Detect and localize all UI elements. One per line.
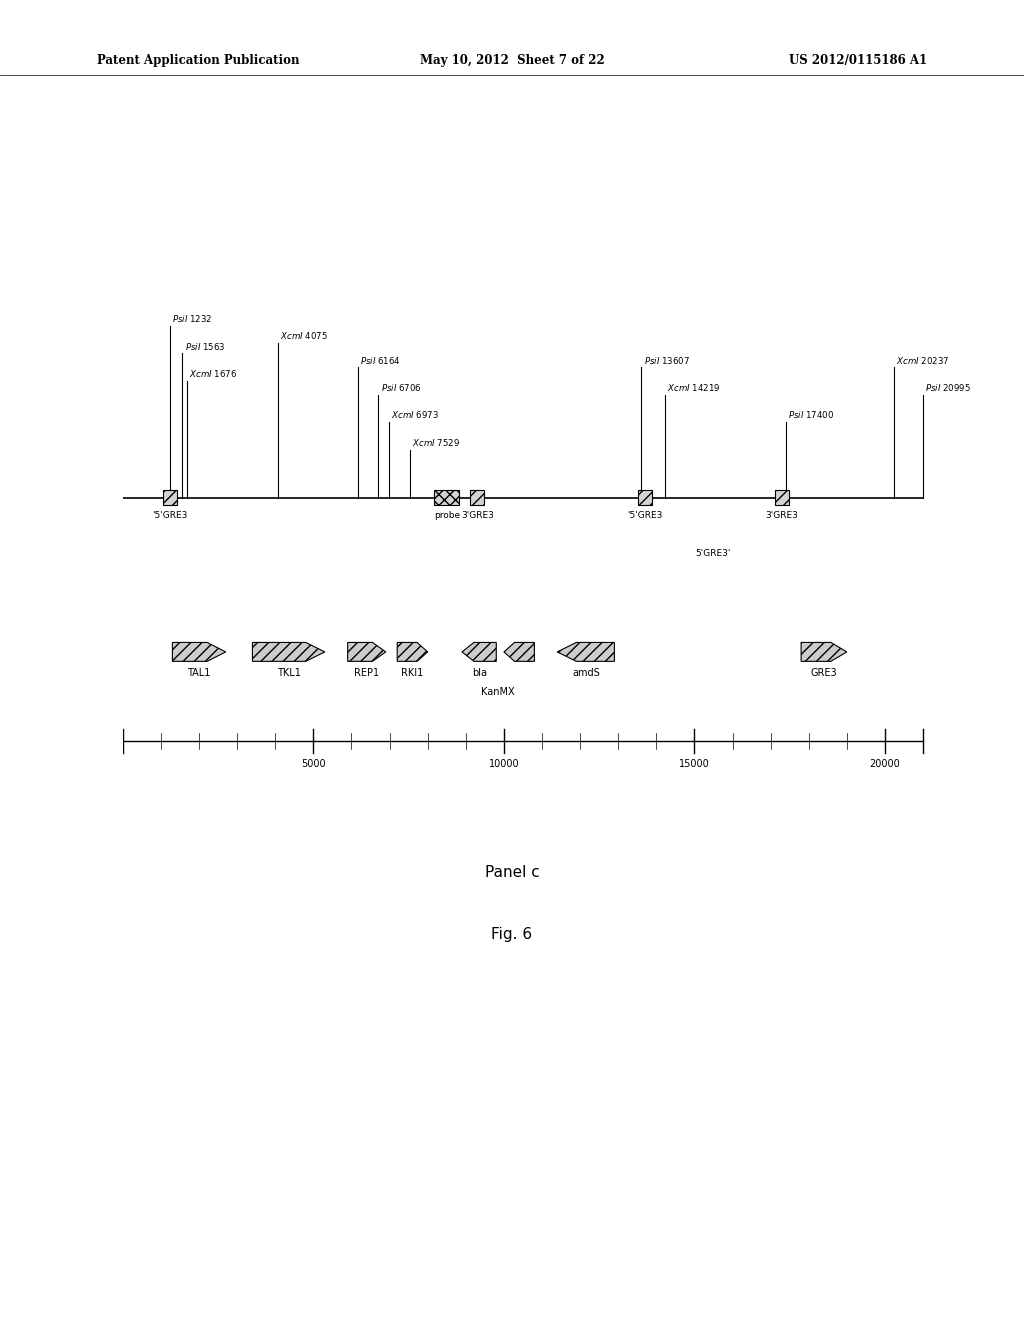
Polygon shape <box>348 643 386 661</box>
Bar <box>434 490 459 506</box>
Text: '5'GRE3: '5'GRE3 <box>153 511 187 520</box>
Polygon shape <box>504 643 535 661</box>
Text: '5'GRE3: '5'GRE3 <box>627 511 663 520</box>
Text: $\it{XcmI}$ 1676: $\it{XcmI}$ 1676 <box>189 368 238 379</box>
Text: $\it{PsiI}$ 1563: $\it{PsiI}$ 1563 <box>184 341 225 351</box>
Text: $\it{PsiI}$ 6164: $\it{PsiI}$ 6164 <box>360 355 400 366</box>
Polygon shape <box>253 643 325 661</box>
Bar <box>470 490 484 506</box>
Text: Panel c: Panel c <box>484 865 540 879</box>
Text: $\it{PsiI}$ 17400: $\it{PsiI}$ 17400 <box>788 409 835 420</box>
Text: bla: bla <box>472 668 486 678</box>
Text: Patent Application Publication: Patent Application Publication <box>97 54 300 67</box>
Polygon shape <box>462 643 497 661</box>
Text: probe: probe <box>434 511 460 520</box>
Text: $\it{PsiI}$ 13607: $\it{PsiI}$ 13607 <box>644 355 690 366</box>
Polygon shape <box>172 643 225 661</box>
Text: TAL1: TAL1 <box>187 668 211 678</box>
Text: GRE3: GRE3 <box>811 668 838 678</box>
Text: $\it{XcmI}$ 4075: $\it{XcmI}$ 4075 <box>281 330 329 342</box>
Text: Fig. 6: Fig. 6 <box>492 927 532 941</box>
Text: $\it{XcmI}$ 14219: $\it{XcmI}$ 14219 <box>667 381 721 393</box>
Text: $\it{XcmI}$ 20237: $\it{XcmI}$ 20237 <box>896 355 949 366</box>
Text: 3'GRE3: 3'GRE3 <box>766 511 799 520</box>
Text: May 10, 2012  Sheet 7 of 22: May 10, 2012 Sheet 7 of 22 <box>420 54 604 67</box>
Text: 3'GRE3: 3'GRE3 <box>461 511 494 520</box>
Text: US 2012/0115186 A1: US 2012/0115186 A1 <box>788 54 927 67</box>
Polygon shape <box>801 643 847 661</box>
Bar <box>163 490 177 506</box>
Text: $\it{PsiI}$ 1232: $\it{PsiI}$ 1232 <box>172 313 213 325</box>
Text: KanMX: KanMX <box>481 686 515 697</box>
Text: 10000: 10000 <box>488 759 519 768</box>
Text: 5000: 5000 <box>301 759 326 768</box>
Text: 5'GRE3': 5'GRE3' <box>695 549 731 558</box>
Text: $\it{PsiI}$ 20995: $\it{PsiI}$ 20995 <box>925 381 971 393</box>
Text: $\it{PsiI}$ 6706: $\it{PsiI}$ 6706 <box>381 381 422 393</box>
Text: amdS: amdS <box>572 668 600 678</box>
Bar <box>775 490 790 506</box>
Text: RKI1: RKI1 <box>401 668 424 678</box>
Text: REP1: REP1 <box>354 668 379 678</box>
Text: $\it{XcmI}$ 7529: $\it{XcmI}$ 7529 <box>412 437 460 447</box>
Text: $\it{XcmI}$ 6973: $\it{XcmI}$ 6973 <box>391 409 438 420</box>
Text: 20000: 20000 <box>869 759 900 768</box>
Bar <box>638 490 652 506</box>
Polygon shape <box>397 643 428 661</box>
Text: 15000: 15000 <box>679 759 710 768</box>
Text: TKL1: TKL1 <box>276 668 301 678</box>
Polygon shape <box>557 643 614 661</box>
